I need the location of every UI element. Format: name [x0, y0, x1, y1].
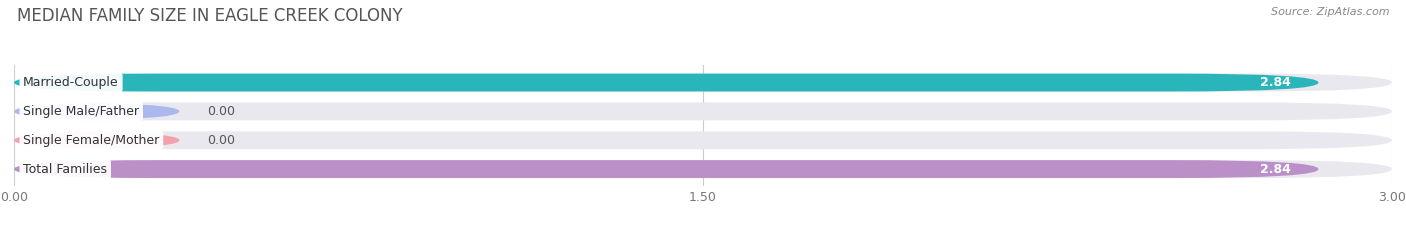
- Text: Married-Couple: Married-Couple: [24, 76, 120, 89]
- Text: Source: ZipAtlas.com: Source: ZipAtlas.com: [1271, 7, 1389, 17]
- FancyBboxPatch shape: [14, 74, 1392, 92]
- FancyBboxPatch shape: [14, 103, 1392, 120]
- FancyBboxPatch shape: [14, 103, 180, 120]
- Text: Total Families: Total Families: [24, 163, 107, 176]
- FancyBboxPatch shape: [14, 131, 180, 149]
- FancyBboxPatch shape: [14, 160, 1392, 178]
- Text: 0.00: 0.00: [207, 105, 235, 118]
- Text: 2.84: 2.84: [1260, 163, 1291, 176]
- Text: 2.84: 2.84: [1260, 76, 1291, 89]
- Text: Single Female/Mother: Single Female/Mother: [24, 134, 159, 147]
- FancyBboxPatch shape: [14, 74, 1319, 92]
- Text: MEDIAN FAMILY SIZE IN EAGLE CREEK COLONY: MEDIAN FAMILY SIZE IN EAGLE CREEK COLONY: [17, 7, 402, 25]
- Text: Single Male/Father: Single Male/Father: [24, 105, 139, 118]
- FancyBboxPatch shape: [14, 131, 1392, 149]
- FancyBboxPatch shape: [14, 160, 1319, 178]
- Text: 0.00: 0.00: [207, 134, 235, 147]
